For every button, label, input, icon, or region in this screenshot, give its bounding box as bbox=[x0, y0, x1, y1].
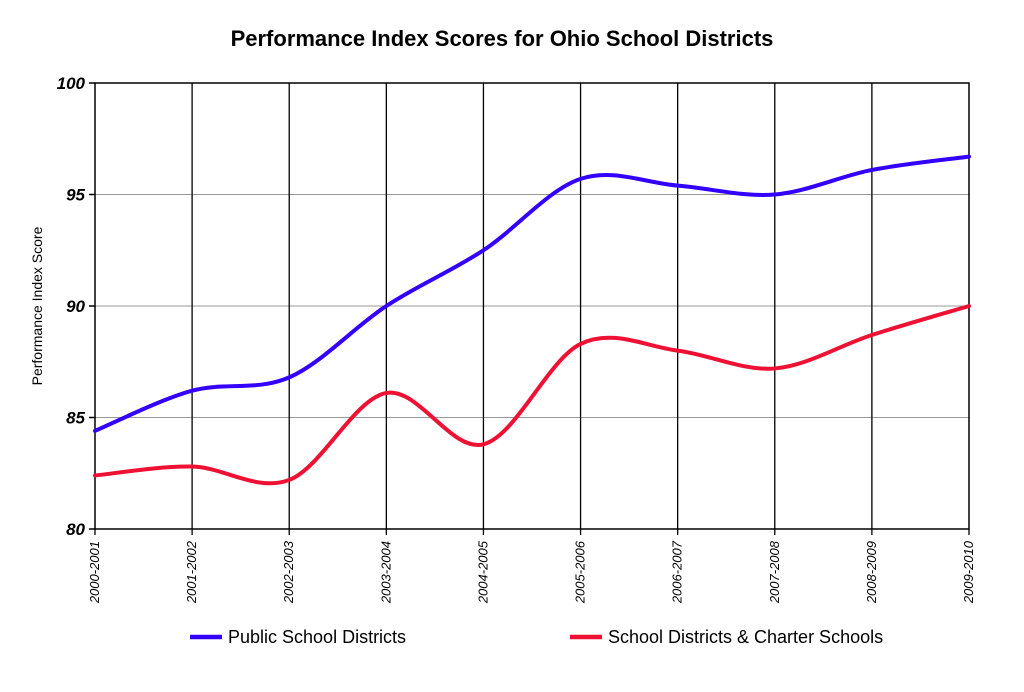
x-tick-label: 2007-2008 bbox=[767, 540, 782, 604]
series-line-0 bbox=[93, 154, 971, 433]
y-tick-label: 90 bbox=[66, 297, 85, 316]
y-tick-label: 85 bbox=[66, 409, 85, 428]
series-lines bbox=[93, 154, 971, 486]
chart-title: Performance Index Scores for Ohio School… bbox=[231, 26, 774, 51]
x-tick-label: 2005-2006 bbox=[573, 540, 588, 604]
x-tick-label: 2004-2005 bbox=[475, 540, 490, 604]
y-axis-label: Performance Index Score bbox=[29, 226, 45, 385]
x-tick-label: 2003-2004 bbox=[378, 541, 393, 604]
horizontal-gridlines bbox=[95, 194, 969, 418]
x-tick-label: 2000-2001 bbox=[87, 541, 102, 604]
x-tick-label: 2001-2002 bbox=[184, 540, 199, 604]
legend-label-1: School Districts & Charter Schools bbox=[608, 627, 883, 647]
x-tick-label: 2002-2003 bbox=[281, 540, 296, 604]
legend-label-0: Public School Districts bbox=[228, 627, 406, 647]
x-tick-label: 2009-2010 bbox=[961, 540, 976, 604]
series-line-1 bbox=[93, 304, 971, 486]
y-axis-ticks: 80 85 90 95 100 bbox=[57, 74, 95, 539]
y-tick-label: 100 bbox=[57, 74, 86, 93]
x-tick-label: 2006-2007 bbox=[670, 540, 685, 604]
x-axis-ticks: 2000-2001 2001-2002 2002-2003 2003-2004 2004… bbox=[87, 529, 976, 604]
y-tick-label: 95 bbox=[66, 186, 85, 205]
y-tick-label: 80 bbox=[66, 520, 85, 539]
legend: Public School Districts School Districts … bbox=[190, 627, 883, 647]
x-tick-label: 2008-2009 bbox=[864, 541, 879, 604]
